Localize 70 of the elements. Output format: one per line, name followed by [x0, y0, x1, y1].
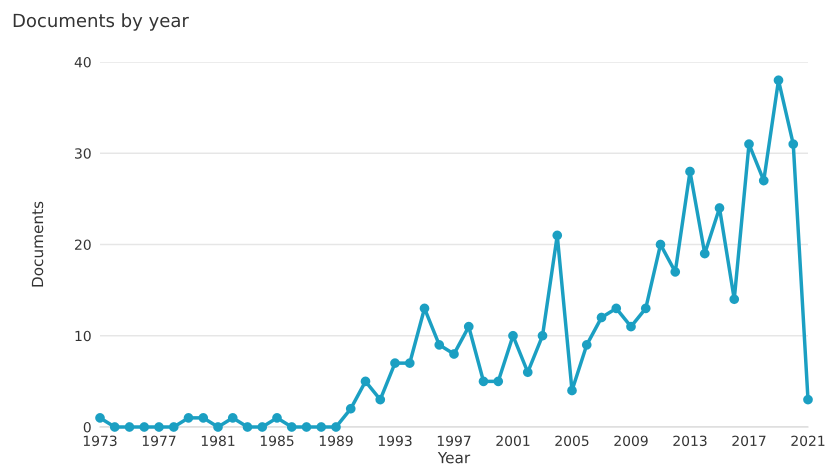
- point: [257, 422, 268, 432]
- x-tick-label: 2013: [673, 436, 707, 446]
- point: [242, 422, 252, 432]
- point: [404, 358, 415, 368]
- point: [744, 139, 754, 149]
- point: [198, 413, 208, 423]
- point: [714, 203, 724, 213]
- x-tick-label: 2001: [496, 436, 530, 446]
- point: [390, 358, 400, 368]
- point: [700, 248, 710, 258]
- point: [420, 304, 430, 314]
- point: [758, 176, 769, 186]
- point: [228, 413, 238, 423]
- x-tick-label: 2009: [614, 436, 648, 446]
- point: [774, 75, 784, 86]
- x-tick-label: 2017: [732, 436, 766, 446]
- point: [95, 413, 105, 423]
- point: [493, 376, 504, 386]
- point: [803, 394, 813, 404]
- point: [656, 240, 666, 250]
- point: [640, 304, 651, 314]
- point: [596, 312, 606, 322]
- point: [316, 422, 326, 432]
- point: [670, 267, 680, 277]
- point: [552, 230, 562, 240]
- point: [168, 422, 179, 432]
- point: [538, 330, 548, 341]
- y-tick-label: 10: [76, 330, 91, 342]
- point: [286, 422, 297, 432]
- point: [464, 322, 474, 332]
- y-tick-label: 30: [75, 148, 91, 159]
- x-tick-label: 1993: [378, 436, 412, 446]
- point: [685, 166, 695, 176]
- x-tick-label: 1981: [202, 436, 234, 446]
- point: [567, 386, 577, 396]
- y-tick-label: 0: [84, 422, 91, 432]
- y-tick-label: 40: [74, 56, 91, 68]
- chart-title: Documents by year: [14, 13, 189, 31]
- point: [508, 330, 518, 341]
- point: [331, 422, 341, 432]
- point: [522, 367, 533, 378]
- x-tick-label: 2021: [791, 436, 824, 446]
- point: [478, 376, 488, 386]
- x-tick-label: 1989: [320, 436, 353, 446]
- point: [434, 340, 444, 350]
- x-tick-label: 1973: [84, 436, 117, 446]
- point: [154, 422, 164, 432]
- y-tick-label: 20: [75, 239, 91, 250]
- point: [582, 340, 592, 350]
- point: [611, 304, 622, 314]
- point: [110, 422, 120, 432]
- point: [449, 349, 459, 359]
- y-axis-title: Documents: [32, 202, 44, 287]
- point: [346, 404, 356, 414]
- x-tick-label: 1977: [142, 436, 176, 446]
- point: [272, 413, 282, 423]
- point: [213, 422, 223, 432]
- x-tick-label: 1985: [260, 436, 294, 446]
- point: [139, 422, 150, 432]
- point: [184, 413, 194, 423]
- x-tick-label: 2005: [555, 436, 588, 446]
- point: [788, 139, 798, 149]
- point: [375, 394, 386, 404]
- point: [626, 322, 636, 332]
- point: [729, 294, 740, 304]
- point: [360, 376, 370, 386]
- x-axis-title: Year: [438, 452, 470, 464]
- x-tick-label: 1997: [438, 436, 470, 446]
- point: [302, 422, 312, 432]
- point: [124, 422, 134, 432]
